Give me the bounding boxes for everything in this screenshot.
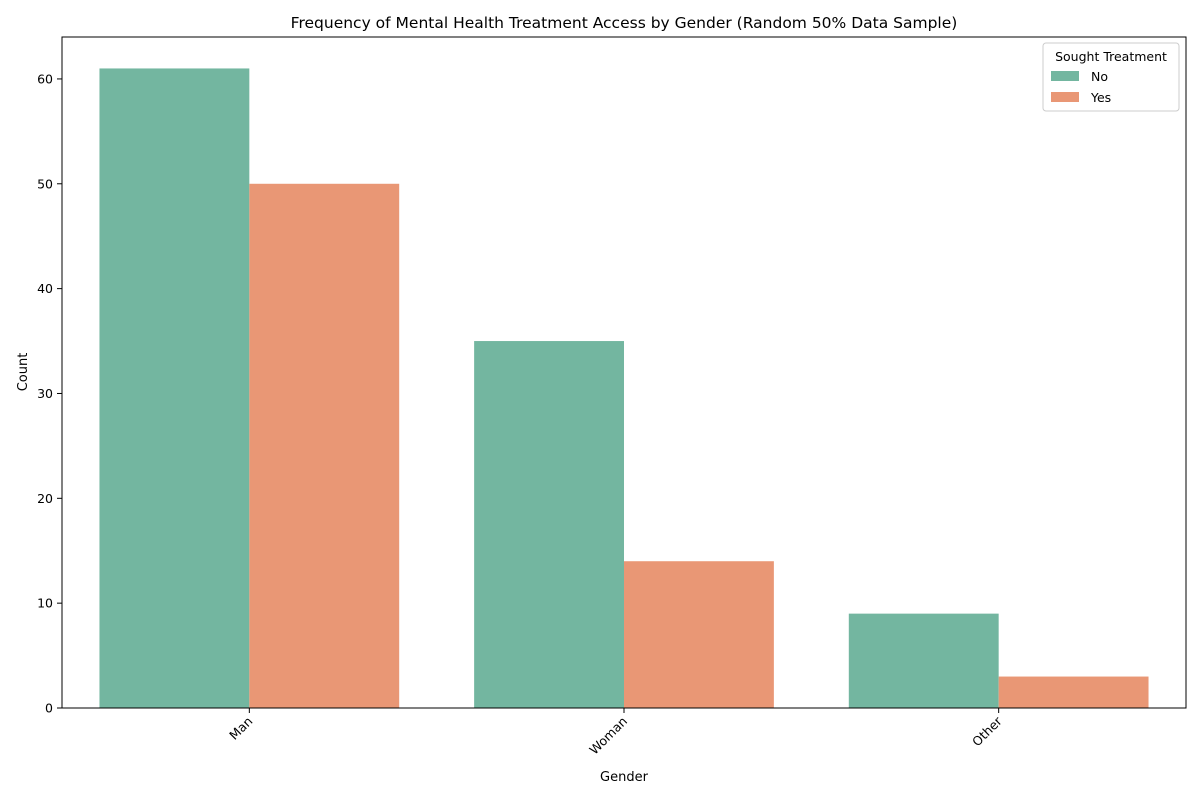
legend-title: Sought Treatment: [1055, 49, 1167, 64]
legend-swatch-yes: [1051, 92, 1079, 102]
bar-no-other: [848, 613, 999, 708]
legend-label-no: No: [1091, 69, 1108, 84]
legend-label-yes: Yes: [1090, 90, 1111, 105]
x-tick-label: Other: [969, 713, 1005, 749]
bar-yes-other: [998, 676, 1149, 708]
y-tick-label: 20: [37, 491, 53, 506]
y-tick-label: 50: [37, 176, 53, 191]
x-tick-label: Woman: [586, 714, 630, 758]
y-tick-label: 0: [45, 701, 53, 716]
y-tick-label: 60: [37, 71, 53, 86]
bar-no-woman: [474, 341, 624, 708]
legend-swatch-no: [1051, 71, 1079, 81]
bar-yes-woman: [624, 561, 774, 708]
chart-title: Frequency of Mental Health Treatment Acc…: [291, 14, 958, 32]
x-tick-label: Man: [226, 714, 255, 743]
y-axis: 0 10 20 30 40 50 60: [37, 71, 62, 716]
y-tick-label: 10: [37, 596, 53, 611]
bars-group: [99, 68, 1149, 708]
y-axis-label: Count: [16, 353, 31, 392]
x-axis: Man Woman Other: [226, 708, 1005, 757]
x-axis-label: Gender: [600, 770, 649, 785]
y-tick-label: 30: [37, 386, 53, 401]
legend: Sought Treatment No Yes: [1042, 42, 1180, 112]
y-tick-label: 40: [37, 281, 53, 296]
bar-yes-man: [249, 183, 400, 708]
plot-frame: [61, 36, 1187, 709]
bar-no-man: [99, 68, 250, 708]
